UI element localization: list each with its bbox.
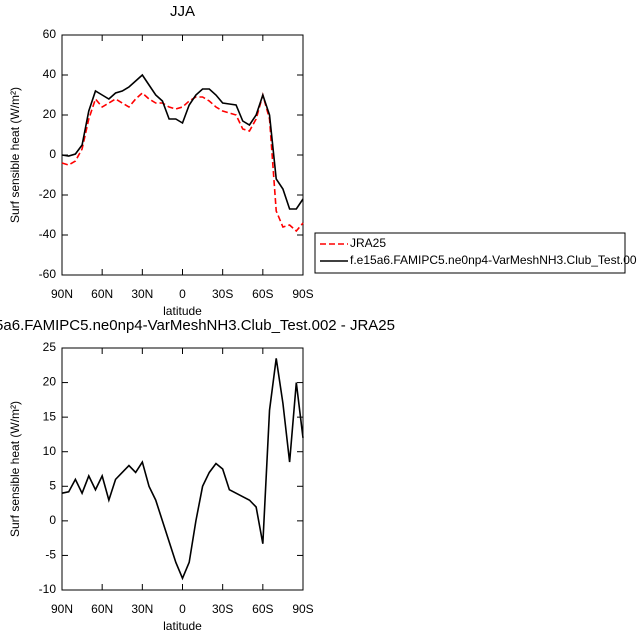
y-tick-label: -10 [39,582,57,596]
y-tick-label: 10 [43,444,57,458]
y-tick-label: 0 [49,513,56,527]
x-tick-label: 60S [252,602,273,616]
y-tick-label: -60 [39,267,57,281]
y-tick-label: -5 [45,548,56,562]
y-tick-label: 20 [43,107,57,121]
legend-label: JRA25 [350,236,386,250]
y-axis-label: Surf sensible heat (W/m²) [8,87,22,223]
x-tick-label: 0 [179,602,186,616]
x-tick-label: 90N [51,287,73,301]
x-tick-label: 30S [212,287,233,301]
x-tick-label: 60N [91,287,113,301]
y-tick-label: 15 [43,409,57,423]
x-axis-label: latitude [163,619,202,633]
y-tick-label: 5 [49,478,56,492]
y-tick-label: -20 [39,187,57,201]
data-line [61,358,304,581]
y-axis-label: Surf sensible heat (W/m²) [8,401,22,537]
y-tick-label: 20 [43,375,57,389]
y-tick-label: -40 [39,227,57,241]
chart-title: JJA [170,3,195,20]
x-tick-label: 90N [51,602,73,616]
x-tick-label: 90S [292,602,313,616]
y-tick-label: 40 [43,67,57,81]
x-tick-label: 0 [179,287,186,301]
x-tick-label: 30N [131,602,153,616]
legend-label: f.e15a6.FAMIPC5.ne0np4-VarMeshNH3.Club_T… [350,253,637,267]
plot-frame [61,34,304,276]
x-axis-label: latitude [163,304,202,318]
data-line [61,73,304,210]
x-tick-label: 30N [131,287,153,301]
chart-title: f.e15a6.FAMIPC5.ne0np4-VarMeshNH3.Club_T… [0,317,395,334]
x-tick-label: 90S [292,287,313,301]
y-tick-label: 25 [43,340,57,354]
x-tick-label: 60N [91,602,113,616]
data-line [61,91,304,233]
x-tick-label: 30S [212,602,233,616]
x-tick-label: 60S [252,287,273,301]
legend-box [314,232,626,274]
y-tick-label: 0 [49,147,56,161]
y-tick-label: 60 [43,27,57,41]
